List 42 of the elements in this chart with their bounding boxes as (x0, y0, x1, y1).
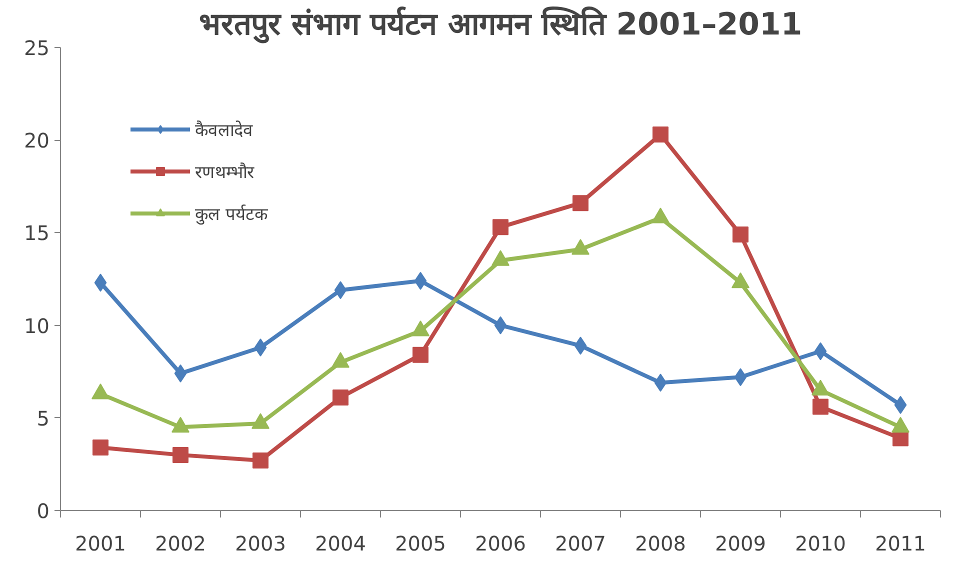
point (492, 219, 508, 236)
x-tick-label: 2011 (875, 532, 926, 556)
legend-label: कुल पर्यटक (195, 204, 268, 225)
x-tick-label: 2010 (795, 532, 846, 556)
y-tick-label: 15 (24, 221, 50, 246)
y-tick-label: 10 (24, 314, 50, 338)
y-tick-label: 0 (36, 499, 50, 523)
point (94, 274, 107, 292)
point (572, 195, 588, 212)
point (654, 374, 667, 392)
x-tick-label: 2003 (235, 532, 286, 556)
y-tick-label: 20 (24, 128, 50, 153)
point (332, 390, 348, 406)
y-tick-label: 25 (24, 36, 50, 60)
point (574, 336, 587, 355)
point (172, 446, 188, 463)
x-tick-label: 2005 (395, 532, 446, 556)
point (252, 452, 268, 468)
point (414, 272, 427, 290)
x-tick-label: 2009 (715, 532, 766, 556)
y-tick-label: 5 (36, 406, 50, 430)
x-tick-label: 2006 (475, 532, 526, 556)
x-tick-label: 2004 (315, 532, 366, 556)
legend-label: रणथम्भौर (195, 162, 254, 183)
chart-title: भरतपुर संभाग पर्यटन आगमन स्थिति 2001–2011 (198, 6, 802, 44)
x-tick-label: 2007 (555, 532, 606, 556)
point (412, 346, 428, 363)
point (812, 398, 828, 415)
point (814, 342, 827, 360)
legend-label: कैवलादेव (195, 120, 253, 141)
x-tick-label: 2008 (635, 532, 686, 556)
point (734, 368, 747, 386)
point (334, 281, 347, 300)
point (174, 364, 187, 382)
point (494, 316, 507, 334)
point (894, 396, 907, 414)
x-tick-label: 2002 (155, 532, 206, 556)
point (732, 226, 748, 243)
point (92, 440, 108, 456)
point (254, 338, 267, 357)
x-tick-label: 2001 (75, 532, 126, 556)
point (652, 126, 668, 143)
